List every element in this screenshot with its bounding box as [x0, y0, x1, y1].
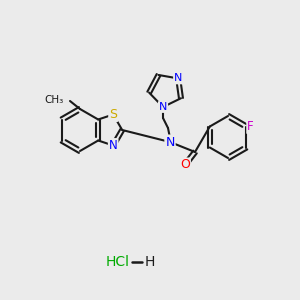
Text: N: N [159, 102, 167, 112]
Text: N: N [174, 74, 182, 83]
Text: N: N [165, 136, 175, 148]
Text: O: O [180, 158, 190, 172]
Text: H: H [145, 255, 155, 269]
Text: S: S [109, 108, 117, 121]
Text: F: F [247, 120, 254, 133]
Text: CH₃: CH₃ [45, 95, 64, 105]
Text: HCl: HCl [106, 255, 130, 269]
Text: N: N [109, 139, 118, 152]
